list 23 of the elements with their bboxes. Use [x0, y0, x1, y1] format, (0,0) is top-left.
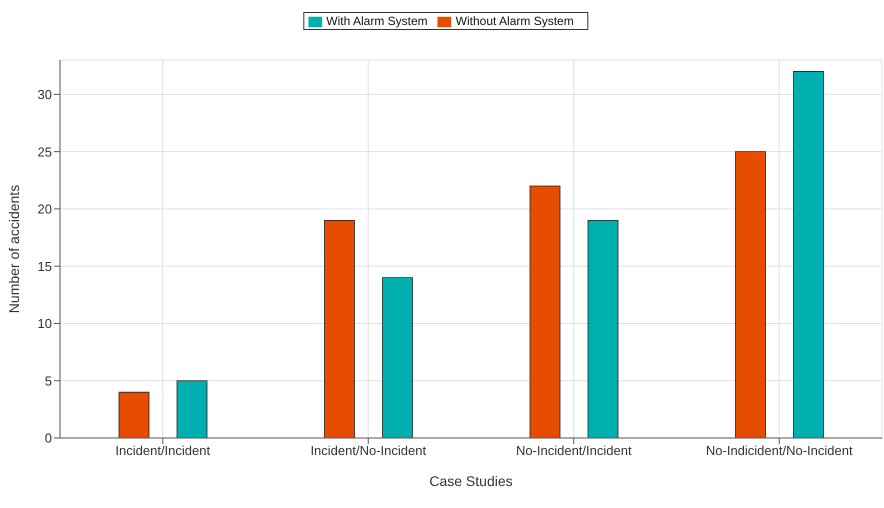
x-tick-label: Incident/No-Incident — [310, 443, 426, 458]
x-axis-title: Case Studies — [429, 473, 513, 489]
y-tick-label: 0 — [44, 430, 52, 446]
bar — [324, 220, 355, 438]
y-tick-label: 20 — [38, 202, 52, 217]
legend-label: Without Alarm System — [456, 14, 574, 28]
y-tick-label: 10 — [38, 316, 52, 332]
bar — [176, 380, 208, 438]
y-tick-label: 15 — [38, 258, 52, 274]
bar — [793, 71, 824, 438]
bar — [530, 186, 560, 438]
bar — [735, 151, 766, 438]
y-tick-label: 30 — [38, 86, 52, 102]
y-tick-label: 5 — [44, 373, 52, 388]
y-tick-label: 25 — [38, 144, 52, 160]
bar — [382, 277, 413, 438]
x-tick-label: No-Incident/Incident — [516, 443, 632, 458]
bar — [588, 220, 618, 438]
legend-label: With Alarm System — [326, 14, 428, 28]
x-tick-label: No-Indicident/No-Incident — [706, 443, 853, 458]
y-axis-title: Number of accidents — [6, 184, 22, 314]
bar — [118, 392, 150, 438]
x-tick-label: Incident/Incident — [115, 443, 210, 458]
